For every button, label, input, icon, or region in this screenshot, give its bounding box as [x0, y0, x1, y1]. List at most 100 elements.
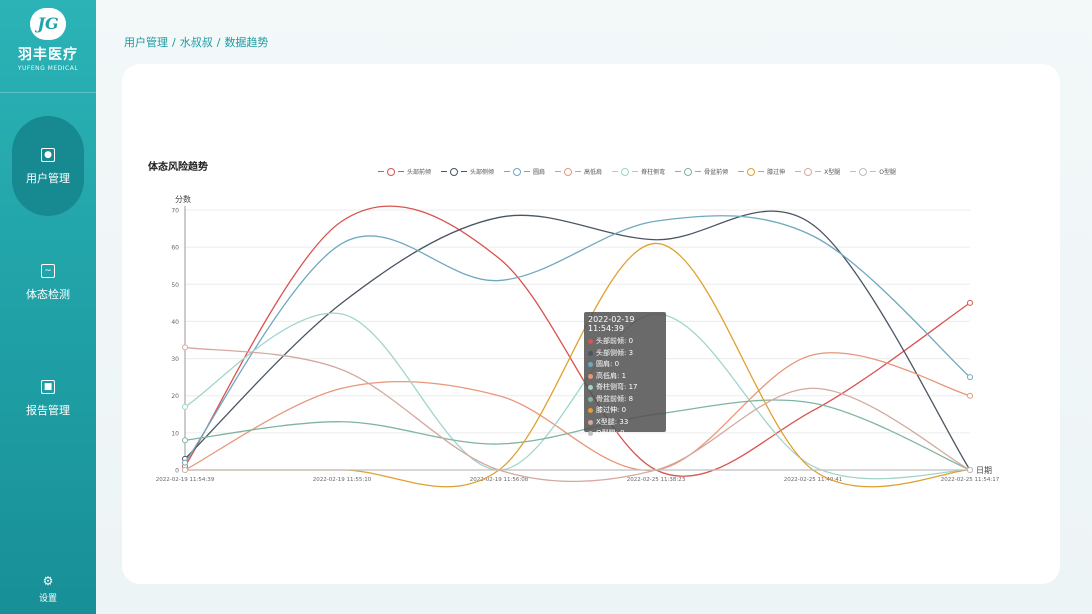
legend-item[interactable]: 头部前倾	[378, 167, 431, 176]
data-point	[967, 299, 973, 306]
series-line	[184, 312, 971, 480]
y-tick-label: 0	[175, 468, 179, 475]
data-point	[182, 437, 188, 444]
legend-item[interactable]: 膝过伸	[738, 167, 785, 176]
tooltip-text: X型腿: 33	[596, 417, 629, 426]
legend-label: X型腿	[824, 169, 841, 176]
legend-line	[555, 170, 562, 173]
legend-line	[524, 170, 531, 173]
tooltip-row: 脊柱侧弯: 17	[588, 382, 662, 394]
legend-line	[504, 170, 511, 173]
tooltip-text: 膝过伸: 0	[596, 406, 627, 414]
tooltip-swatch	[588, 385, 593, 391]
legend-line	[695, 170, 702, 173]
legend-label: 圆肩	[533, 169, 546, 176]
legend-label: 高低肩	[584, 169, 603, 176]
settings-button[interactable]: ⚙ 设置	[0, 575, 96, 604]
legend-marker	[564, 167, 573, 176]
series-line	[184, 352, 971, 472]
tooltip-row: X型腿: 33	[588, 417, 662, 429]
breadcrumb-item: 数据趋势	[224, 36, 269, 49]
tooltip-swatch	[588, 373, 593, 379]
pulse-icon: ~	[41, 264, 55, 278]
legend-item[interactable]: 脊柱侧弯	[612, 167, 665, 176]
logo-mark: JG	[30, 8, 66, 40]
legend-marker	[450, 167, 459, 176]
legend-item[interactable]: X型腿	[795, 167, 840, 176]
tooltip-row: 头部侧倾: 3	[588, 348, 662, 360]
legend-label: 骨盆前倾	[704, 169, 729, 176]
sidebar-item-users[interactable]: ● 用户管理	[12, 116, 84, 216]
legend-line	[758, 170, 765, 173]
data-point	[182, 403, 188, 410]
breadcrumb: 用户管理 / 水叔叔 / 数据趋势	[124, 36, 269, 49]
data-point	[182, 344, 188, 351]
legend-item[interactable]: 骨盆前倾	[675, 167, 728, 176]
legend-label: 脊柱侧弯	[641, 169, 666, 176]
series-line	[184, 215, 971, 463]
legend-marker	[387, 167, 395, 176]
tooltip-swatch	[588, 350, 593, 356]
sidebar-item-label: 用户管理	[26, 172, 70, 185]
legend-line	[815, 170, 822, 173]
logo-text: 羽丰医疗	[18, 47, 78, 63]
legend-item[interactable]: 圆肩	[504, 167, 545, 176]
report-icon: ■	[41, 380, 55, 394]
sidebar: JG 羽丰医疗 YUFENG MEDICAL ● 用户管理 ~ 体态检测 ■ 报…	[0, 0, 96, 614]
chart-legend: 头部前倾 头部侧倾 圆肩 高低肩 脊柱侧弯 骨盆前倾 膝过伸 X型腿 O型腿	[378, 167, 896, 176]
x-axis-label: 日期	[976, 466, 992, 475]
series-line	[184, 210, 971, 471]
legend-line	[612, 170, 619, 173]
y-tick-label: 60	[171, 245, 179, 252]
tooltip-text: 头部侧倾: 3	[596, 348, 634, 357]
settings-label: 设置	[38, 594, 57, 604]
data-point	[967, 374, 973, 381]
sidebar-divider	[0, 92, 96, 93]
tooltip-row: 高低肩: 1	[588, 371, 662, 383]
logo-subtext: YUFENG MEDICAL	[17, 65, 79, 72]
legend-label: 头部前倾	[407, 169, 432, 176]
legend-label: 头部侧倾	[470, 169, 495, 176]
tooltip-text: 脊柱侧弯: 17	[596, 383, 638, 391]
tooltip-row: 膝过伸: 0	[588, 405, 662, 417]
legend-item[interactable]: 头部侧倾	[441, 167, 494, 176]
user-icon: ●	[41, 148, 55, 162]
tooltip-text: 头部前倾: 0	[596, 337, 634, 345]
legend-line	[675, 170, 682, 173]
tooltip-text: 高低肩: 1	[596, 371, 627, 380]
data-point	[967, 467, 973, 473]
y-tick-label: 70	[171, 208, 179, 215]
x-tick-label: 2022-02-25 11:38:23	[627, 477, 686, 483]
y-tick-label: 30	[171, 356, 179, 363]
x-tick-label: 2022-02-19 11:54:39	[156, 477, 215, 483]
legend-marker	[747, 167, 756, 176]
legend-item[interactable]: O型腿	[850, 167, 896, 176]
y-tick-label: 20	[171, 393, 179, 400]
tooltip-swatch	[588, 431, 593, 437]
x-tick-label: 2022-02-19 11:55:10	[313, 477, 372, 483]
series-line	[184, 205, 971, 477]
tooltip-row: 骨盆前倾: 8	[588, 394, 662, 406]
legend-line	[398, 170, 404, 173]
legend-line	[870, 170, 877, 173]
series-line	[184, 346, 971, 483]
tooltip-swatch	[588, 419, 593, 425]
tooltip-text: 圆肩: 0	[596, 360, 620, 368]
tooltip-text: O型腿: 0	[596, 429, 625, 437]
legend-marker	[804, 167, 813, 176]
x-tick-label: 2022-02-25 11:40:41	[784, 477, 842, 483]
legend-line	[378, 170, 384, 173]
sidebar-item-label: 体态检测	[26, 288, 70, 301]
legend-marker	[513, 167, 522, 176]
legend-item[interactable]: 高低肩	[555, 167, 602, 176]
sidebar-item-posture[interactable]: ~ 体态检测	[12, 232, 84, 332]
breadcrumb-item[interactable]: 用户管理	[124, 36, 168, 49]
legend-marker	[859, 167, 868, 176]
sidebar-item-reports[interactable]: ■ 报告管理	[12, 348, 84, 448]
y-tick-label: 40	[171, 319, 179, 326]
breadcrumb-item[interactable]: 水叔叔	[179, 36, 213, 49]
tooltip-swatch	[588, 339, 593, 345]
legend-marker	[621, 167, 630, 176]
gear-icon: ⚙	[42, 574, 54, 588]
